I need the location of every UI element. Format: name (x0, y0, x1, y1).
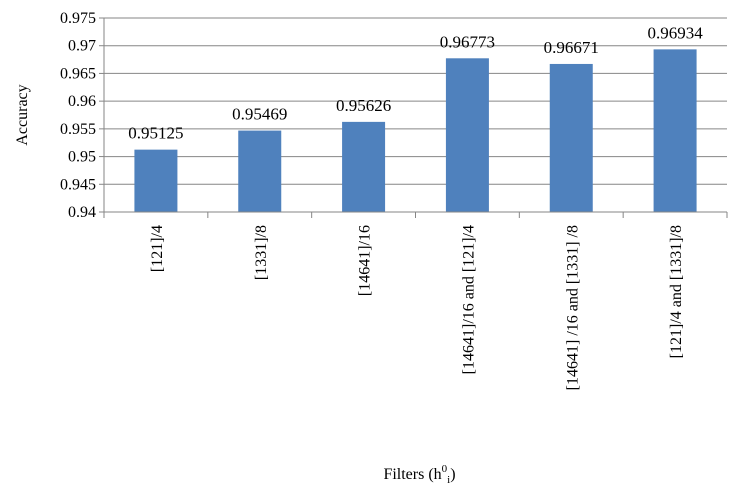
y-tick-label: 0.95 (68, 149, 96, 166)
bar (238, 130, 282, 212)
bar (445, 58, 489, 212)
y-tick-label: 0.955 (60, 121, 96, 138)
data-label: 0.96671 (544, 38, 599, 57)
y-axis-title: Accuracy (14, 84, 31, 145)
x-tick-label: [121]/4 and [1331]/8 (668, 225, 685, 358)
x-tick-label: [14641] /16 and [1331] /8 (564, 225, 581, 390)
bars (134, 49, 697, 212)
x-tick-label: [1331]/8 (253, 225, 270, 280)
data-labels: 0.95125 0.95469 0.95626 0.96773 0.96671 0.969… (128, 23, 703, 142)
x-axis-ticks: [121]/4 [1331]/8 [14641]/16 [14641]/16 and … (103, 212, 728, 390)
y-tick-label: 0.97 (68, 38, 96, 55)
data-label: 0.95125 (128, 124, 183, 143)
y-tick-label: 0.975 (60, 10, 96, 27)
y-axis-ticks: 0.94 0.945 0.95 0.955 0.96 0.965 0.97 0.975 (60, 10, 104, 221)
y-tick-label: 0.94 (68, 204, 96, 221)
x-tick-label: [121]/4 (149, 225, 166, 272)
y-tick-label: 0.965 (60, 65, 96, 82)
x-axis-title-close: ) (450, 466, 455, 483)
y-tick-label: 0.96 (68, 93, 96, 110)
gridlines (104, 17, 727, 213)
data-label: 0.96934 (647, 23, 703, 42)
x-axis-title-main: Filters (h (383, 466, 441, 483)
bar (549, 63, 593, 212)
x-tick-label: [14641]/16 and [121]/4 (460, 225, 477, 374)
x-axis-title: Filters (h0i) (383, 463, 455, 486)
x-axis-title-sup: 0 (442, 463, 448, 475)
data-label: 0.96773 (440, 32, 495, 51)
bar (653, 49, 697, 212)
bar (134, 149, 178, 212)
data-label: 0.95626 (336, 96, 391, 115)
x-tick-label: [14641]/16 (357, 225, 374, 296)
x-axis-title-sub: i (447, 474, 450, 486)
y-tick-label: 0.945 (60, 176, 96, 193)
bar (342, 121, 386, 212)
data-label: 0.95469 (232, 105, 287, 124)
